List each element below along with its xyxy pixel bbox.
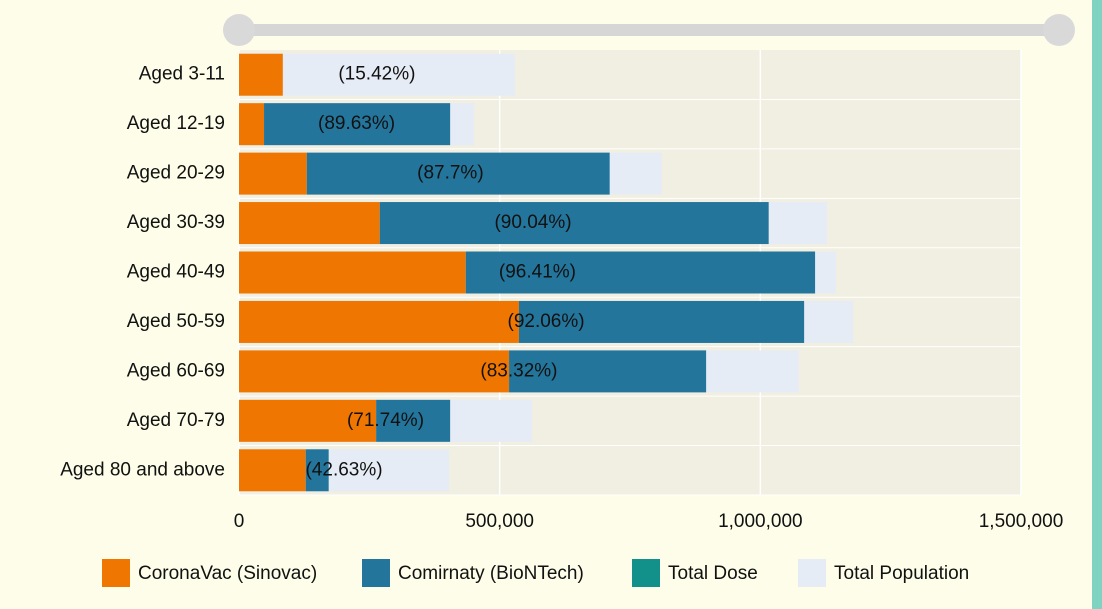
bar-segment bbox=[379, 202, 769, 245]
bar-segment bbox=[306, 152, 610, 195]
range-slider-handle[interactable] bbox=[1043, 14, 1075, 46]
legend-label: Total Dose bbox=[668, 563, 758, 584]
y-tick-label: Aged 80 and above bbox=[60, 459, 225, 480]
percentage-label: (71.74%) bbox=[347, 410, 424, 431]
x-tick-label: 1,500,000 bbox=[979, 511, 1064, 532]
bar-segment bbox=[509, 350, 707, 393]
legend-swatch bbox=[102, 559, 130, 587]
range-slider-track[interactable] bbox=[239, 24, 1059, 36]
x-tick-label: 0 bbox=[234, 511, 245, 532]
percentage-label: (83.32%) bbox=[480, 360, 557, 381]
range-slider-handle[interactable] bbox=[223, 14, 255, 46]
y-tick-label: Aged 20-29 bbox=[127, 163, 225, 184]
bar-segment bbox=[264, 103, 451, 146]
legend-label: Total Population bbox=[834, 563, 969, 584]
bar-segment bbox=[239, 449, 306, 492]
bar-segment bbox=[376, 399, 451, 442]
bar-segment bbox=[465, 251, 816, 294]
bar-segment bbox=[305, 449, 329, 492]
percentage-label: (90.04%) bbox=[494, 212, 571, 233]
population-bar bbox=[239, 53, 515, 96]
y-tick-label: Aged 3-11 bbox=[139, 64, 225, 85]
bar-segment bbox=[518, 300, 805, 343]
bar-segment bbox=[239, 202, 380, 245]
bar-segment bbox=[239, 350, 510, 393]
y-tick-label: Aged 30-39 bbox=[127, 212, 225, 233]
y-tick-label: Aged 12-19 bbox=[127, 113, 225, 134]
bar-segment bbox=[239, 300, 519, 343]
percentage-label: (96.41%) bbox=[499, 262, 576, 283]
legend-label: CoronaVac (Sinovac) bbox=[138, 563, 317, 584]
percentage-label: (87.7%) bbox=[417, 163, 484, 184]
bar-segment bbox=[239, 53, 283, 96]
bar-segment bbox=[239, 152, 307, 195]
y-tick-label: Aged 70-79 bbox=[127, 410, 225, 431]
side-strip bbox=[1092, 0, 1102, 609]
legend-swatch bbox=[362, 559, 390, 587]
y-tick-label: Aged 50-59 bbox=[127, 311, 225, 332]
legend-label: Comirnaty (BioNTech) bbox=[398, 563, 584, 584]
bar-segment bbox=[239, 103, 265, 146]
x-tick-label: 500,000 bbox=[465, 511, 534, 532]
y-tick-label: Aged 60-69 bbox=[127, 360, 225, 381]
bar-segment bbox=[239, 251, 466, 294]
legend-swatch bbox=[632, 559, 660, 587]
percentage-label: (92.06%) bbox=[508, 311, 585, 332]
percentage-label: (15.42%) bbox=[338, 64, 415, 85]
percentage-label: (42.63%) bbox=[305, 459, 382, 480]
percentage-label: (89.63%) bbox=[318, 113, 395, 134]
legend-swatch bbox=[798, 559, 826, 587]
bar-segment bbox=[239, 399, 377, 442]
x-tick-label: 1,000,000 bbox=[718, 511, 803, 532]
y-tick-label: Aged 40-49 bbox=[127, 262, 225, 283]
